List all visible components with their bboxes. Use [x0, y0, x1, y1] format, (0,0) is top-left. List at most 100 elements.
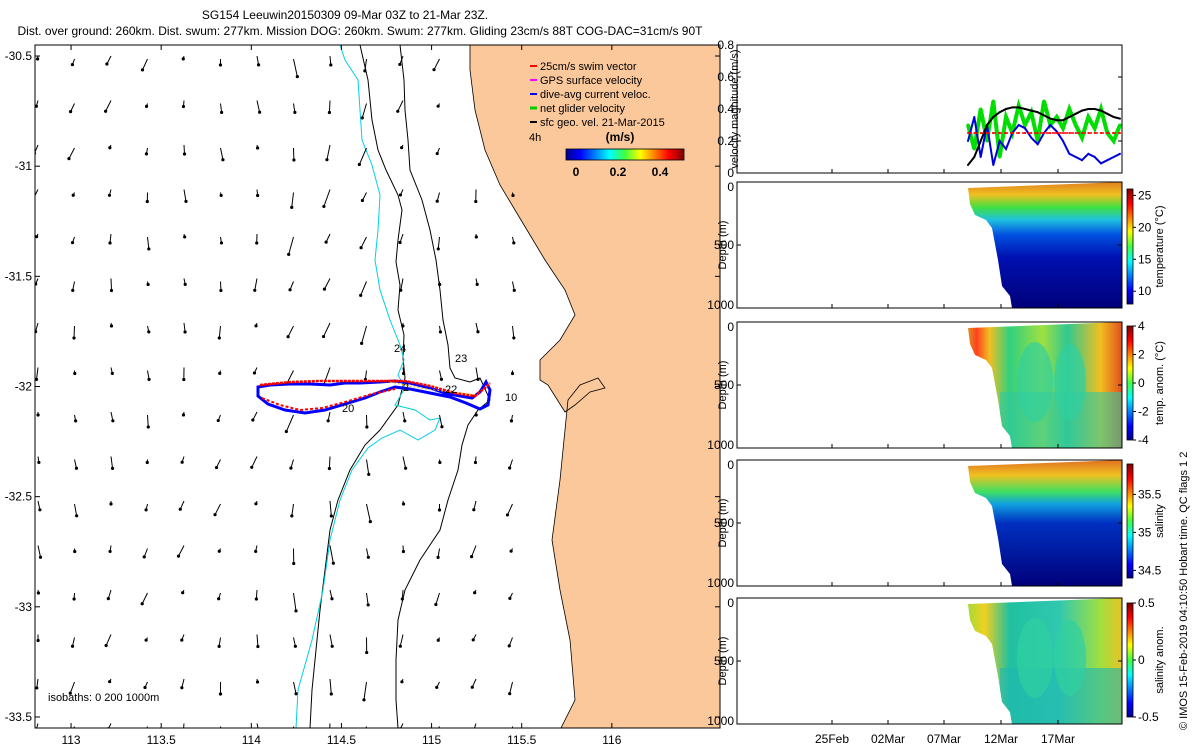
velocity-arrow-head — [217, 549, 221, 553]
velocity-point — [1106, 159, 1109, 162]
velocity-arrow-head — [436, 555, 440, 559]
velocity-arrow-head — [399, 288, 403, 292]
map-y-tick-label: -33 — [15, 600, 33, 614]
section-y-tick-label: 0 — [727, 180, 734, 194]
velocity-point — [1030, 136, 1033, 139]
velocity-point — [1062, 119, 1064, 122]
velocity-arrow-head — [402, 371, 406, 376]
velocity-point — [1055, 115, 1059, 119]
velocity-arrow-head — [403, 419, 407, 423]
velocity-arrow-head — [213, 513, 217, 517]
velocity-arrow-head — [109, 288, 114, 293]
velocity-arrow — [291, 503, 294, 516]
track-label-10: 10 — [505, 392, 517, 404]
velocity-point — [1112, 139, 1116, 143]
velocity-arrow — [142, 58, 148, 71]
velocity-arrow — [360, 281, 367, 296]
velocity-arrow-head — [287, 252, 291, 256]
velocity-arrow-head — [331, 561, 335, 565]
section-anomaly-core — [1054, 620, 1086, 696]
velocity-arrow-head — [180, 686, 184, 690]
velocity-point — [967, 132, 969, 134]
velocity-arrow-head — [36, 57, 40, 61]
velocity-point — [1024, 132, 1026, 134]
velocity-arrow-head — [67, 157, 71, 161]
velocity-arrow-head — [250, 465, 254, 469]
velocity-arrow-head — [219, 241, 224, 245]
velocity-arrow-head — [254, 597, 258, 601]
velocity-arrow-head — [71, 193, 75, 197]
velocity-point — [986, 132, 988, 134]
velocity-point — [1087, 132, 1090, 134]
velocity-arrow-head — [471, 638, 475, 642]
velocity-arrow-head — [258, 110, 262, 114]
velocity-arrow-head — [74, 466, 79, 470]
velocity-arrow — [256, 100, 261, 113]
velocity-arrow-head — [35, 377, 39, 382]
velocity-point — [1093, 132, 1096, 134]
colorbar-tick-label: 10 — [1138, 284, 1152, 298]
velocity-point — [979, 156, 982, 158]
velocity-arrow-head — [140, 602, 144, 606]
velocity-point — [1024, 127, 1026, 130]
map-x-tick-label: 115 — [422, 733, 441, 747]
velocity-arrow-head — [293, 110, 297, 114]
velocity-arrow-head — [183, 330, 187, 334]
section-colorbar — [1126, 188, 1134, 305]
velocity-point — [1118, 123, 1122, 127]
velocity-arrow — [256, 634, 259, 647]
velocity-arrow-head — [35, 686, 39, 690]
velocity-arrow-head — [322, 204, 326, 209]
velocity-arrow-head — [109, 324, 114, 328]
velocity-point — [1024, 108, 1026, 110]
velocity-arrow — [105, 634, 112, 646]
velocity-arrow-head — [217, 336, 221, 340]
velocity-point — [1068, 132, 1071, 134]
velocity-arrow — [254, 278, 258, 291]
velocity-arrow-head — [473, 591, 477, 595]
velocity-arrow-head — [73, 549, 77, 554]
velocity-arrow-head — [108, 549, 112, 554]
colorbar-tick-label: 0 — [1138, 376, 1145, 390]
velocity-arrow-head — [509, 549, 513, 553]
velocity-point — [1017, 106, 1020, 109]
velocity-arrow — [291, 192, 294, 208]
section-y-tick-label: 0 — [727, 596, 734, 610]
velocity-arrow-head — [35, 151, 37, 155]
section-ylabel: Depth (m) — [717, 499, 729, 548]
velocity-arrow-head — [476, 330, 480, 334]
velocity-arrow-head — [256, 644, 260, 649]
velocity-arrow — [361, 325, 367, 344]
velocity-arrow-head — [398, 62, 402, 67]
colorbar-tick-label: 34.5 — [1138, 563, 1162, 577]
velocity-point — [1017, 132, 1020, 134]
velocity-arrow — [288, 236, 294, 255]
velocity-arrow-head — [363, 69, 367, 73]
salinity-anomaly-section-panel: 0 500 1000 Depth (m) 0.5 0 -0.5 salinity anom. — [707, 596, 1166, 728]
colorbar-tick-label: 35.5 — [1138, 487, 1162, 501]
velocity-point — [1093, 108, 1096, 110]
colorbar-unit: (m/s) — [606, 130, 635, 144]
velocity-point — [973, 116, 976, 118]
velocity-arrow-head — [471, 733, 474, 736]
velocity-arrow-head — [36, 591, 41, 595]
colorbar-tick-label: 20 — [1138, 220, 1152, 234]
velocity-point — [1049, 124, 1052, 126]
velocity-arrow-head — [289, 466, 293, 470]
velocity-arrow-head — [396, 109, 400, 113]
velocity-arrow-head — [507, 644, 511, 648]
colorbar-tick-label: 35 — [1138, 525, 1152, 539]
velocity-arrow — [74, 503, 78, 516]
velocity-arrow-head — [31, 199, 34, 202]
velocity-arrow — [326, 144, 331, 160]
velocity-arrow-head — [508, 692, 512, 696]
velocity-point — [1011, 106, 1014, 109]
velocity-arrow — [360, 236, 367, 248]
velocity-point — [1106, 132, 1109, 134]
velocity-point — [979, 107, 983, 111]
velocity-point — [1086, 115, 1090, 119]
velocity-arrow-head — [104, 643, 108, 648]
velocity-arrow-head — [104, 109, 108, 113]
velocity-arrow-head — [108, 680, 112, 684]
velocity-arrow-head — [508, 466, 512, 470]
